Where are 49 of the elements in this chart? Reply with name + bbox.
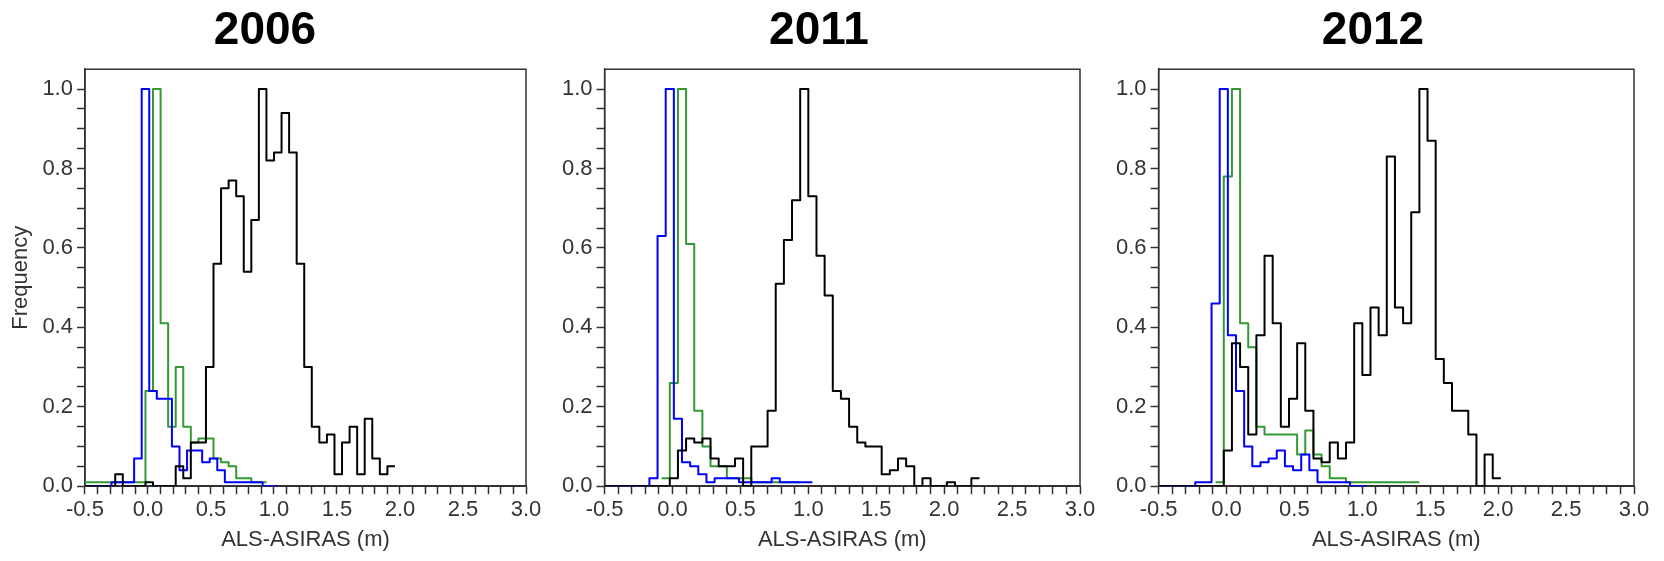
chart-title: 2012 [1321, 2, 1425, 55]
x-tick-label: 3.0 [1064, 496, 1096, 522]
y-tick-label: 0.2 [42, 392, 73, 418]
x-tick-label: 0.5 [195, 496, 227, 522]
x-tick-label: 0.0 [132, 496, 164, 522]
y-tick-label: 0.0 [1115, 472, 1147, 498]
y-tick-label: 1.0 [1115, 75, 1147, 101]
x-tick-label: 1.5 [860, 496, 892, 522]
y-tick-label: 0.0 [42, 472, 73, 498]
y-tick-label: 0.4 [1115, 313, 1147, 339]
x-tick-label: -0.5 [66, 496, 104, 522]
x-tick-label: 2.5 [447, 496, 479, 522]
x-tick-label: 1.5 [321, 496, 353, 522]
y-tick-label: 0.0 [561, 472, 593, 498]
x-tick-label: 1.5 [1414, 496, 1446, 522]
y-tick-label: 0.6 [1115, 233, 1147, 259]
y-tick-label: 0.6 [561, 233, 593, 259]
x-tick-label: -0.5 [1139, 496, 1178, 522]
x-tick-label: 2.5 [996, 496, 1028, 522]
y-tick-label: 0.4 [561, 313, 593, 339]
x-tick-label: 0.5 [1279, 496, 1310, 522]
x-tick-label: 0.0 [657, 496, 688, 522]
y-tick-label: 0.8 [561, 154, 593, 180]
y-tick-label: 1.0 [561, 75, 593, 101]
y-tick-label: 0.6 [42, 233, 73, 259]
y-tick-label: 0.8 [42, 154, 73, 180]
x-axis-title: ALS-ASIRAS (m) [221, 525, 390, 551]
y-tick-label: 0.8 [1115, 154, 1147, 180]
x-tick-label: 2.0 [384, 496, 416, 522]
x-tick-label: 2.0 [1482, 496, 1514, 522]
y-axis-title: Frequency [7, 225, 33, 330]
x-tick-label: 3.0 [1618, 496, 1650, 522]
x-tick-label: 3.0 [510, 496, 542, 522]
x-tick-label: 1.0 [793, 496, 824, 522]
x-tick-label: 1.0 [1347, 496, 1378, 522]
y-tick-label: 1.0 [42, 75, 73, 101]
x-tick-label: 0.5 [725, 496, 756, 522]
x-tick-label: -0.5 [585, 496, 624, 522]
x-tick-label: 2.5 [1550, 496, 1582, 522]
x-tick-label: 0.0 [1211, 496, 1242, 522]
y-tick-label: 0.2 [561, 392, 593, 418]
x-tick-label: 2.0 [928, 496, 960, 522]
y-tick-label: 0.2 [1115, 392, 1147, 418]
x-axis-title: ALS-ASIRAS (m) [757, 525, 927, 551]
x-tick-label: 1.0 [258, 496, 290, 522]
x-axis-title: ALS-ASIRAS (m) [1311, 525, 1481, 551]
chart-title: 2011 [769, 2, 869, 55]
y-tick-label: 0.4 [42, 313, 73, 339]
chart-title: 2006 [213, 2, 317, 55]
